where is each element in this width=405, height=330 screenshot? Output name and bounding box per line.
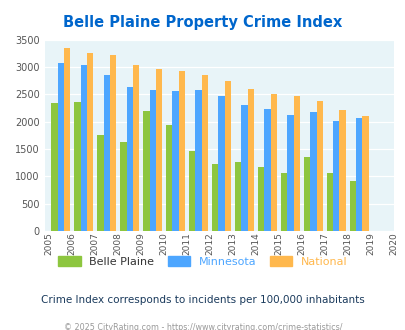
Text: © 2025 CityRating.com - https://www.cityrating.com/crime-statistics/: © 2025 CityRating.com - https://www.city…: [64, 323, 341, 330]
Legend: Belle Plaine, Minnesota, National: Belle Plaine, Minnesota, National: [54, 252, 351, 272]
Bar: [64, 49, 70, 231]
Bar: [195, 90, 201, 231]
Bar: [309, 112, 316, 231]
Bar: [143, 111, 149, 231]
Bar: [58, 63, 64, 231]
Bar: [349, 181, 355, 231]
Bar: [178, 71, 184, 231]
Bar: [201, 75, 207, 231]
Bar: [224, 81, 230, 231]
Bar: [293, 96, 299, 231]
Bar: [316, 101, 322, 231]
Bar: [156, 69, 162, 231]
Bar: [149, 90, 156, 231]
Bar: [212, 164, 218, 231]
Bar: [362, 115, 368, 231]
Text: Crime Index corresponds to incidents per 100,000 inhabitants: Crime Index corresponds to incidents per…: [41, 295, 364, 305]
Bar: [120, 143, 126, 231]
Text: Belle Plaine Property Crime Index: Belle Plaine Property Crime Index: [63, 15, 342, 30]
Bar: [81, 65, 87, 231]
Bar: [264, 109, 270, 231]
Bar: [270, 94, 276, 231]
Bar: [333, 121, 339, 231]
Bar: [247, 89, 253, 231]
Bar: [109, 55, 116, 231]
Bar: [87, 53, 93, 231]
Bar: [132, 65, 139, 231]
Bar: [172, 91, 178, 231]
Bar: [287, 115, 293, 231]
Bar: [103, 75, 109, 231]
Bar: [74, 102, 81, 231]
Bar: [126, 87, 132, 231]
Bar: [258, 167, 264, 231]
Bar: [189, 150, 195, 231]
Bar: [303, 157, 309, 231]
Bar: [339, 110, 345, 231]
Bar: [166, 125, 172, 231]
Bar: [97, 135, 103, 231]
Bar: [355, 118, 362, 231]
Bar: [280, 173, 287, 231]
Bar: [51, 103, 58, 231]
Bar: [234, 162, 241, 231]
Bar: [218, 96, 224, 231]
Bar: [241, 105, 247, 231]
Bar: [326, 173, 333, 231]
